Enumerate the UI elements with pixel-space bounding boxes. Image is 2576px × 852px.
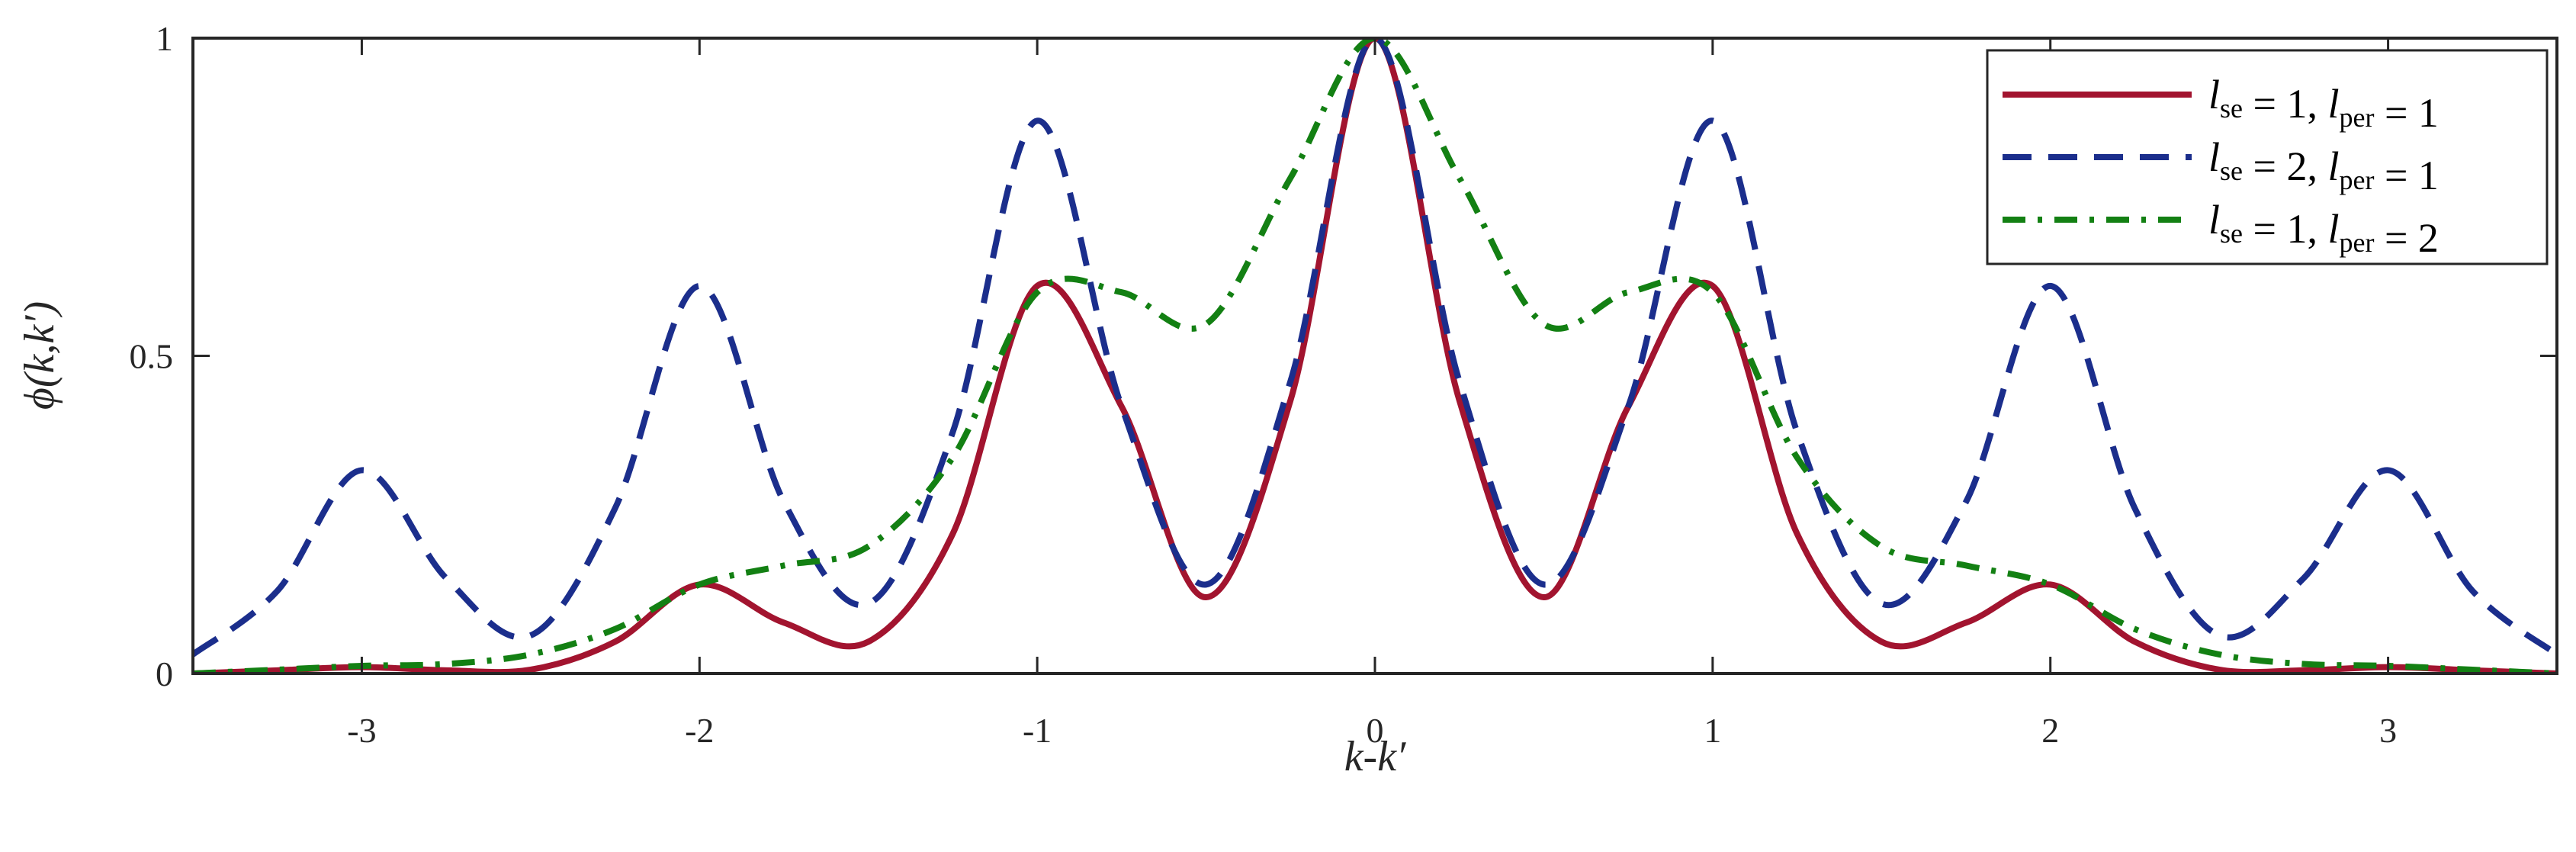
data-point [1964,500,1968,504]
data-point [1626,404,1630,409]
data-point [1035,290,1039,294]
x-tick-label: -1 [1023,711,1052,750]
data-point [782,563,786,567]
x-tick-label: -3 [347,711,376,750]
data-point [1626,290,1630,294]
data-point [613,639,618,644]
x-tick-label: 2 [2041,711,2059,750]
data-point [2217,667,2221,672]
series-line-2 [193,38,2557,657]
data-point [1204,582,1209,587]
data-point [528,667,533,672]
data-point [1964,620,1968,625]
data-point [1879,601,1884,606]
data-point [1795,429,1800,434]
series-layer [193,38,2557,674]
data-point [1288,175,1293,180]
data-point [950,532,955,536]
data-point [950,455,955,460]
data-point [697,582,702,587]
y-tick-label: 0.5 [130,337,174,376]
data-point [2301,668,2306,673]
data-point [697,284,702,288]
data-point [2132,639,2137,644]
data-point [2301,662,2306,667]
data-point [1457,379,1462,384]
data-point [1204,322,1209,326]
data-point [950,429,955,434]
data-point [275,667,280,672]
data-point [1288,398,1293,403]
data-point [2048,582,2053,587]
data-point [1710,290,1715,294]
data-point [866,639,871,644]
data-point [1035,118,1039,123]
data-point [1795,532,1800,536]
data-point [1035,284,1039,288]
x-tick-label: 0 [1367,711,1384,750]
x-tick-label: 1 [1704,711,1721,750]
data-point [1541,595,1546,600]
data-point [1119,404,1124,409]
data-point [1119,290,1124,294]
data-point [1204,595,1209,600]
data-point [2132,627,2137,632]
data-point [1879,639,1884,644]
data-point [782,500,786,504]
data-point [528,652,533,657]
legend-label-3: lse = 1, lper = 2 [2208,197,2439,261]
legend-label-1: lse = 1, lper = 1 [2208,72,2439,136]
data-point [613,506,618,510]
data-point [782,620,786,625]
data-point [1457,398,1462,403]
data-point [2470,589,2475,593]
data-point [2301,576,2306,580]
data-point [1795,455,1800,460]
data-point [2217,652,2221,657]
data-point [444,662,448,667]
data-point [866,544,871,548]
data-point [2217,633,2221,638]
ticks-layer: -3 -2 -1 0 1 2 3 0 0.5 1 [130,19,2557,750]
data-point [1710,118,1715,123]
data-point [2470,667,2475,672]
y-axis-label: ϕ(k,k′) [16,301,63,410]
legend-label-2: lse = 2, lper = 1 [2208,134,2439,198]
data-point [2386,468,2391,472]
data-point [1288,379,1293,384]
data-point [275,589,280,593]
data-point [2048,284,2053,288]
legend-box [1986,49,2549,265]
data-point [866,601,871,606]
data-point [1541,582,1546,587]
data-point [1541,322,1546,326]
data-point [1964,563,1968,567]
data-point [444,576,448,580]
y-tick-label: 0 [156,654,173,693]
data-point [1879,544,1884,548]
x-tick-label: -2 [685,711,714,750]
data-point [2132,506,2137,510]
x-tick-label: 3 [2379,711,2397,750]
data-point [359,468,364,472]
data-point [528,633,533,638]
x-axis-label: k-k′ [1344,733,1406,780]
y-tick-label: 1 [156,19,173,58]
data-point [1457,175,1462,180]
data-point [444,668,448,673]
data-point [613,627,618,632]
series-line-3 [193,38,2557,674]
